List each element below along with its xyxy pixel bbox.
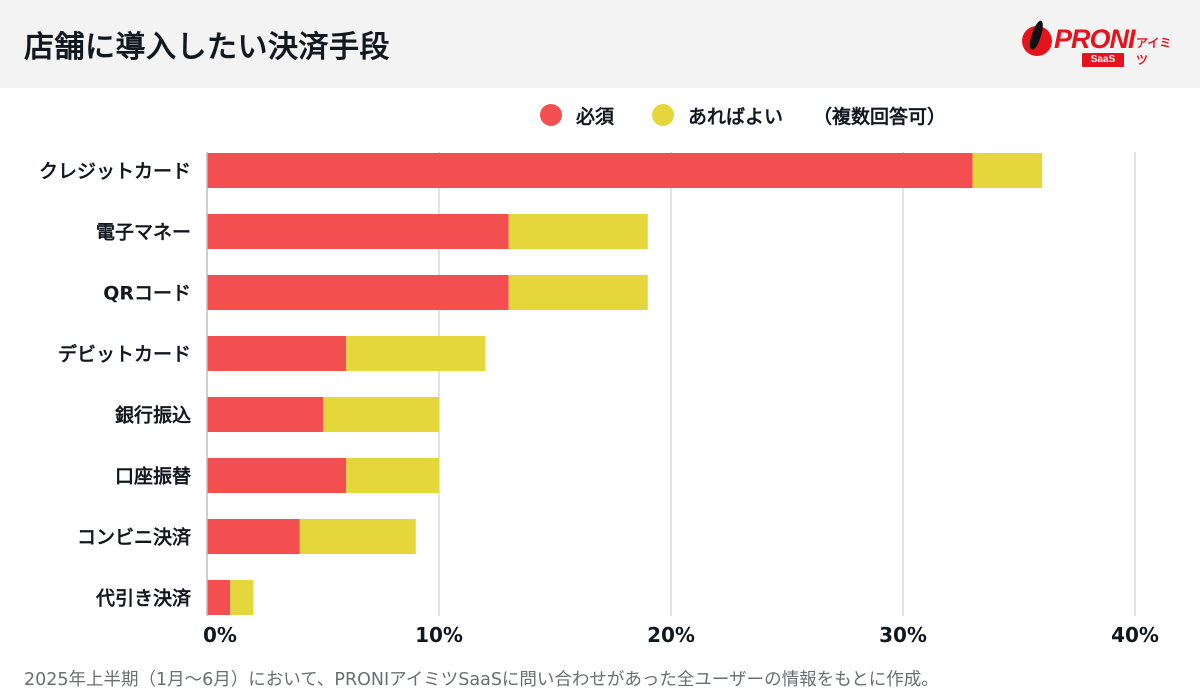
bar-segment-optional xyxy=(972,153,1043,188)
bar-segment-required xyxy=(207,214,509,249)
legend-label-optional: あればよい xyxy=(688,105,784,128)
x-tick-label: 20% xyxy=(647,623,695,647)
bar-segment-required xyxy=(207,519,300,554)
bar-segment-optional xyxy=(508,275,648,310)
bar-segment-required xyxy=(207,397,323,432)
chart-legend: 必須 あればよい （複数回答可） xyxy=(540,101,946,129)
category-label: QRコード xyxy=(103,283,191,305)
legend-swatch-optional xyxy=(652,104,675,126)
logo-badge: SaaS xyxy=(1082,53,1124,67)
bar-segment-optional xyxy=(299,519,416,554)
category-label: 電子マネー xyxy=(96,222,191,244)
bar-segment-required xyxy=(207,580,231,615)
bar-segment-optional xyxy=(346,458,439,493)
category-label: 代引き決済 xyxy=(95,587,192,610)
x-tick-label: 30% xyxy=(879,623,927,647)
bar-segment-optional xyxy=(346,336,486,371)
page-title: 店舗に導入したい決済手段 xyxy=(24,30,390,65)
legend-item-optional: あればよい xyxy=(652,102,783,129)
logo-mark-icon xyxy=(1022,26,1052,56)
logo-text: PRONI xyxy=(1054,24,1136,54)
bar-segment-required xyxy=(207,336,347,371)
header-bar: 店舗に導入したい決済手段 PRONI アイミツ SaaS xyxy=(0,0,1200,88)
bars xyxy=(207,153,1043,615)
logo-suffix: アイミツ xyxy=(1136,36,1172,67)
category-label: 銀行振込 xyxy=(115,404,191,427)
category-label: 口座振替 xyxy=(115,465,192,488)
x-tick-label: 0% xyxy=(203,623,237,647)
bar-segment-optional xyxy=(323,397,439,432)
x-tick-label: 40% xyxy=(1111,623,1159,647)
bar-segment-required xyxy=(207,153,973,188)
category-label: デビットカード xyxy=(58,343,191,366)
legend-swatch-required xyxy=(540,104,562,126)
category-label: コンビニ決済 xyxy=(77,526,192,549)
legend-note: （複数回答可） xyxy=(813,105,947,128)
bar-segment-required xyxy=(207,458,347,493)
grid-lines xyxy=(438,152,1136,616)
bar-segment-optional xyxy=(230,580,254,615)
bar-segment-optional xyxy=(508,214,648,249)
x-tick-label: 10% xyxy=(415,623,463,647)
category-label: クレジットカード xyxy=(39,161,191,183)
footer-note: 2025年上半期（1月～6月）において、PRONIアイミツSaaSに問い合わせが… xyxy=(24,670,939,690)
bar-segment-required xyxy=(207,275,509,310)
proni-logo: PRONI アイミツ SaaS xyxy=(1018,16,1180,70)
legend-label-required: 必須 xyxy=(576,105,615,128)
legend-item-required: 必須 xyxy=(540,102,614,129)
x-tick-labels: 0% 10% 20% 30% 40% xyxy=(203,623,1159,647)
